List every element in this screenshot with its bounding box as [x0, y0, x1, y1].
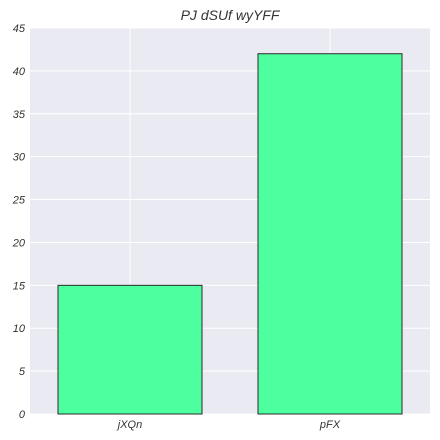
bars: [57, 53, 403, 415]
y-tick-label: 10: [13, 323, 26, 335]
y-tick-label: 0: [19, 409, 26, 421]
y-tick-label: 45: [13, 23, 26, 35]
y-tick-labels: 0 5 10 15 20 25 30 35 40 45: [12, 23, 26, 421]
bar-jXQn: [57, 284, 203, 415]
y-tick-label: 40: [13, 66, 26, 78]
y-tick-label: 25: [12, 195, 26, 207]
x-tick-labels: jXQn pFX: [116, 419, 341, 431]
chart-title: PJ dSUf wyYFF: [181, 7, 281, 23]
x-tick-label: jXQn: [116, 419, 142, 431]
y-tick-label: 30: [13, 152, 26, 164]
y-tick-label: 5: [19, 366, 26, 378]
y-tick-label: 20: [12, 237, 26, 249]
bar-pFX: [257, 53, 403, 415]
x-tick-label: pFX: [319, 419, 341, 431]
y-tick-label: 15: [13, 280, 26, 292]
y-tick-label: 35: [13, 109, 26, 121]
